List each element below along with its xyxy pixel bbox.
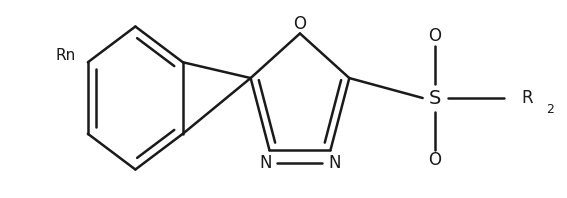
Text: 2: 2 (547, 103, 554, 116)
Text: O: O (428, 28, 441, 46)
Text: O: O (428, 150, 441, 168)
Text: R: R (522, 89, 533, 107)
Text: S: S (429, 89, 441, 108)
Text: Rn: Rn (56, 48, 76, 63)
Text: N: N (259, 154, 272, 172)
Text: N: N (328, 154, 341, 172)
Text: O: O (294, 14, 306, 32)
